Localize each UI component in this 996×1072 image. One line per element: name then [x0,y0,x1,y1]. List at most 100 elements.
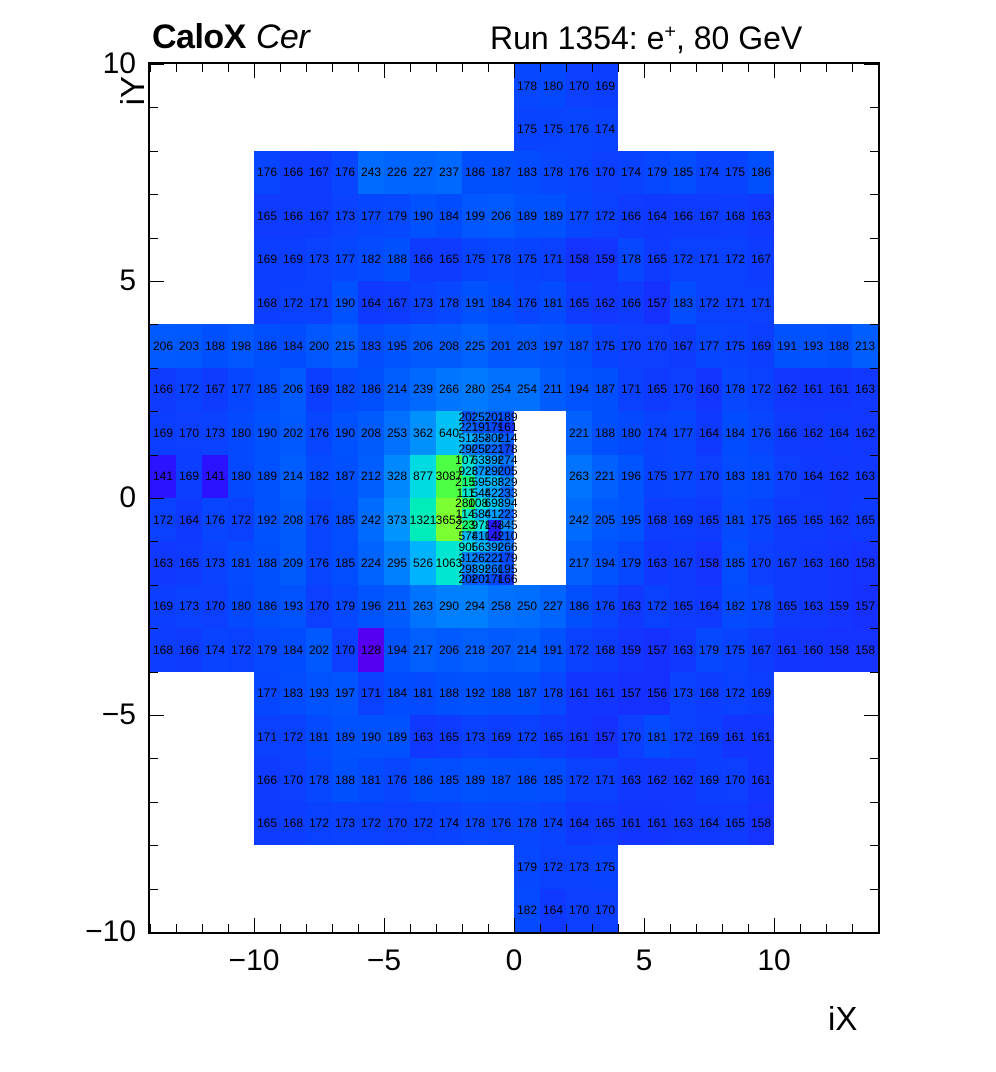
heatmap-cell: 195 [618,498,644,542]
heatmap-cell: 158 [566,237,592,281]
heatmap-cell: 160 [800,628,826,672]
heatmap-cell: 208 [280,498,306,542]
heatmap-cell: 395 [471,561,492,576]
heatmap-cell: 214 [497,431,518,446]
heatmap-cell: 181 [540,281,566,325]
axis-tick [864,64,878,65]
heatmap-cell: 193 [280,584,306,629]
heatmap-cell: 180 [228,411,254,455]
axis-tick [150,64,164,65]
heatmap-cell: 167 [670,324,696,368]
heatmap-cell: 174 [202,628,228,672]
axis-tick [618,64,619,72]
heatmap-cell: 412 [484,507,505,522]
heatmap-cell: 181 [410,671,436,715]
heatmap-cell: 167 [306,194,332,238]
heatmap-cell: 188 [488,671,514,715]
heatmap-cell: 181 [306,715,332,759]
heatmap-cell: 188 [332,758,358,802]
heatmap-cell: 158 [852,628,878,672]
heatmap-cell: 179 [384,194,410,238]
heatmap-cell: 184 [280,628,306,672]
heatmap-cell: 166 [150,367,176,412]
heatmap-cell: 168 [696,671,722,715]
heatmap-cell: 221 [592,454,618,498]
heatmap-cell: 162 [826,498,852,542]
axis-tick [332,924,333,932]
heatmap-cell: 167 [384,281,410,325]
heatmap-cell: 189 [497,409,518,424]
heatmap-cell: 227 [410,150,436,195]
heatmap-cell: 186 [514,758,540,802]
axis-tick [618,924,619,932]
axis-tick [150,64,151,72]
heatmap-cell: 258 [488,584,514,629]
heatmap-cell: 177 [228,367,254,412]
heatmap-cell: 184 [722,411,748,455]
heatmap-cell: 176 [488,801,514,846]
heatmap-cell: 225 [462,324,488,368]
axis-tick [384,918,385,932]
heatmap-cell: 172 [566,628,592,672]
axis-tick [410,924,411,932]
heatmap-cell: 170 [644,324,670,368]
heatmap-cell: 172 [358,801,384,846]
heatmap-cell: 163 [800,541,826,585]
heatmap-cell: 194 [592,541,618,585]
heatmap-cell: 167 [670,541,696,585]
heatmap-cell: 169 [670,498,696,542]
heatmap-cell: 178 [436,281,462,325]
heatmap-cell: 172 [748,367,774,412]
axis-tick [436,64,437,72]
heatmap-cell: 195 [384,324,410,368]
heatmap-cell: 178 [618,237,644,281]
heatmap-cell: 390 [484,539,505,554]
axis-tick [870,411,878,413]
heatmap-cell: 158 [696,541,722,585]
heatmap-cell: 173 [306,237,332,281]
axis-tick [150,584,158,586]
heatmap-cell: 167 [202,367,228,412]
axis-tick [150,498,164,499]
heatmap-cell: 1145 [455,507,482,522]
axis-tick [228,64,229,72]
heatmap-cell: 295 [384,541,410,585]
axis-tick [150,367,158,369]
heatmap-cell: 199 [462,194,488,238]
heatmap-cell: 164 [800,454,826,498]
heatmap-cell: 161 [722,715,748,759]
axis-tick [150,801,158,803]
heatmap-cell: 178 [540,150,566,195]
heatmap-cell: 176 [566,107,592,151]
heatmap-cell: 180 [228,454,254,498]
heatmap-cell: 202 [471,572,492,587]
axis-tick [800,64,801,72]
heatmap-cell: 163 [410,715,436,759]
heatmap-cell: 172 [280,715,306,759]
heatmap-cell: 187 [514,671,540,715]
heatmap-cell: 180 [228,584,254,629]
heatmap-cell: 165 [436,237,462,281]
x-tick-label: 10 [757,944,791,977]
heatmap-cell: 172 [228,628,254,672]
channel-name: Cer [255,18,310,56]
heatmap-cell: 267 [471,550,492,565]
heatmap-cell: 173 [202,411,228,455]
heatmap-cell: 186 [410,758,436,802]
heatmap-cell: 253 [384,411,410,455]
heatmap-cell: 168 [592,628,618,672]
heatmap-cell: 640 [436,411,462,455]
heatmap-cell: 165 [696,498,722,542]
heatmap-cell: 172 [176,367,202,412]
heatmap-cell: 237 [436,150,462,195]
heatmap-cell: 178 [488,237,514,281]
heatmap-cell: 173 [176,584,202,629]
heatmap-cell: 189 [384,715,410,759]
heatmap-cell: 178 [748,584,774,629]
heatmap-cell: 177 [670,411,696,455]
heatmap-cell: 175 [644,454,670,498]
heatmap-cell: 290 [484,463,505,478]
heatmap-cell: 160 [826,541,852,585]
heatmap-cell: 410 [471,528,492,543]
